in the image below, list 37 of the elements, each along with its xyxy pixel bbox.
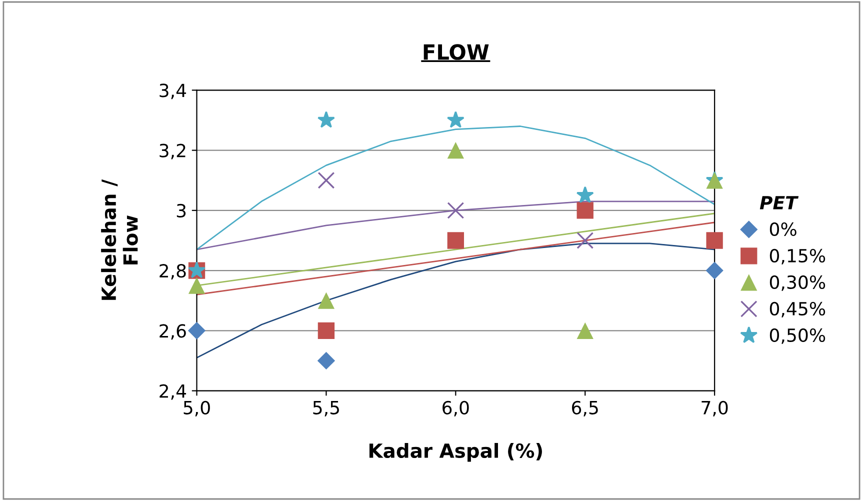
point bbox=[576, 322, 594, 339]
x-tick-label: 6,0 bbox=[442, 400, 469, 416]
x-axis-title: Kadar Aspal (%) bbox=[369, 442, 542, 462]
point bbox=[447, 142, 464, 159]
x-tick-label: 5,0 bbox=[184, 400, 210, 416]
legend-label: 0,30% bbox=[770, 275, 826, 291]
chart-title: FLOW bbox=[424, 44, 489, 60]
y-tick-label: 2,8 bbox=[160, 264, 186, 280]
point bbox=[447, 202, 464, 219]
point bbox=[706, 262, 724, 280]
y-tick-label: 2,6 bbox=[160, 324, 186, 340]
point bbox=[576, 202, 594, 219]
legend-label: 0,45% bbox=[770, 302, 826, 318]
legend-label: 0,50% bbox=[770, 328, 826, 344]
x-tick-label: 7,0 bbox=[702, 400, 728, 416]
y-tick-label: 3,2 bbox=[160, 144, 186, 160]
point bbox=[188, 277, 206, 294]
x-tick-label: 5,5 bbox=[313, 401, 339, 416]
point bbox=[318, 322, 335, 339]
x-tick-label: 6,5 bbox=[572, 400, 598, 416]
point bbox=[317, 352, 336, 370]
point bbox=[317, 111, 335, 128]
legend-label: 0% bbox=[770, 222, 796, 236]
point bbox=[446, 111, 464, 128]
point bbox=[318, 292, 335, 309]
point bbox=[188, 322, 206, 340]
point bbox=[576, 232, 594, 249]
point bbox=[576, 186, 594, 203]
legend-label: 0,15% bbox=[770, 248, 826, 264]
legend-title: PET bbox=[760, 196, 799, 210]
y-axis-title: Kelelehan / Flow bbox=[101, 179, 138, 300]
point bbox=[318, 172, 335, 189]
point bbox=[706, 232, 723, 249]
y-tick-label: 3,4 bbox=[160, 84, 186, 100]
y-tick-label: 2,4 bbox=[160, 384, 186, 400]
point bbox=[447, 232, 464, 249]
y-tick-label: 3 bbox=[176, 204, 186, 218]
